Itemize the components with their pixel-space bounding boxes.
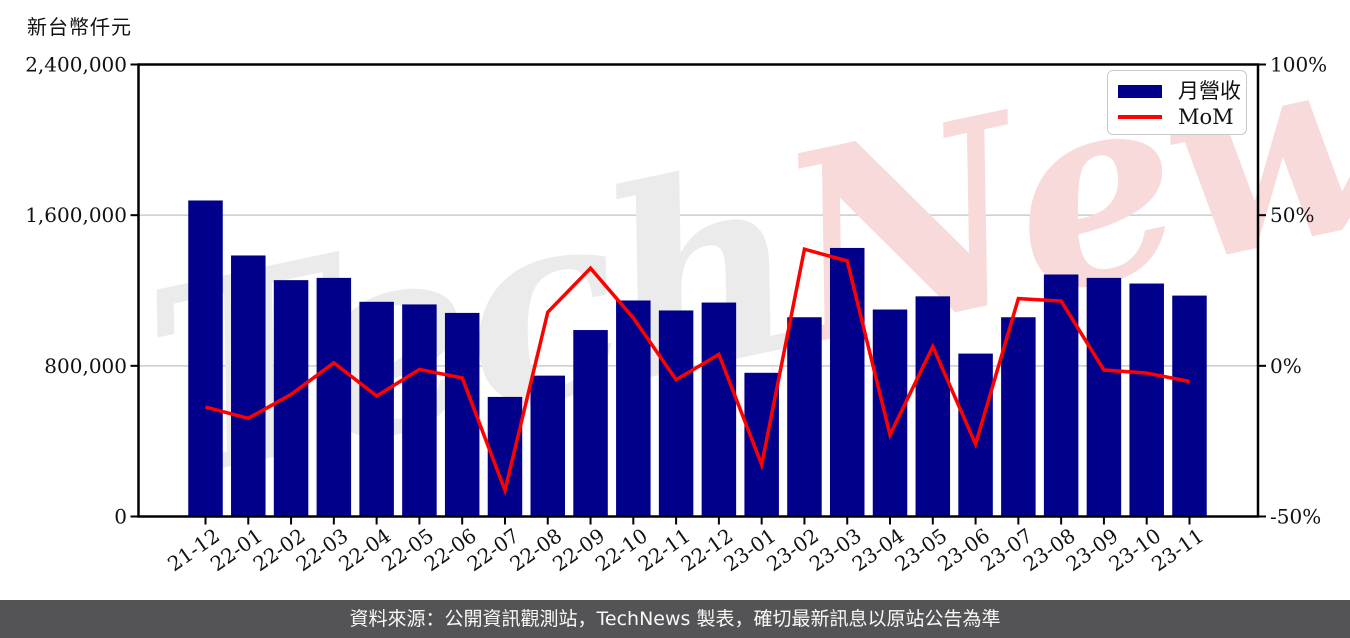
- right-tick-label: 0%: [1270, 354, 1302, 378]
- bar-22-04: [359, 301, 394, 517]
- legend-label-mom: MoM: [1178, 104, 1234, 129]
- bar-21-12: [188, 200, 223, 517]
- right-tick-label: 50%: [1270, 203, 1314, 227]
- legend-item-mom: MoM: [1118, 104, 1246, 130]
- chart-plot-area: TechNews0800,0001,600,0002,400,000-50%0%…: [25, 0, 1350, 576]
- bar-23-05: [915, 296, 951, 517]
- legend-bar-swatch-icon: [1118, 84, 1162, 98]
- bar-22-01: [231, 255, 266, 517]
- bar-22-02: [273, 280, 309, 517]
- legend-line-swatch-icon: [1118, 115, 1162, 119]
- left-tick-label: 2,400,000: [25, 53, 127, 77]
- bar-23-08: [1043, 274, 1079, 517]
- plot-border: [137, 63, 1260, 518]
- bar-23-10: [1129, 283, 1164, 517]
- left-tick-label: 1,600,000: [25, 203, 127, 227]
- bar-22-03: [316, 277, 352, 517]
- bar-22-12: [701, 302, 737, 517]
- bar-22-06: [444, 312, 480, 517]
- bar-23-02: [787, 317, 822, 517]
- bar-23-03: [829, 247, 865, 517]
- bar-23-07: [1001, 317, 1036, 517]
- left-tick-label: 0: [114, 505, 127, 529]
- y-axis-title: 新台幣仟元: [27, 15, 132, 39]
- bar-22-08: [530, 375, 566, 517]
- bar-22-09: [573, 330, 608, 517]
- mom-line: [205, 247, 1190, 497]
- bar-22-11: [658, 310, 694, 517]
- legend: 月營收 MoM: [1107, 70, 1247, 135]
- legend-item-monthly-revenue: 月營收: [1118, 78, 1246, 104]
- bar-22-05: [402, 304, 437, 517]
- left-tick-label: 800,000: [44, 354, 127, 378]
- bar-23-01: [744, 372, 779, 517]
- bar-23-11: [1172, 295, 1207, 517]
- bar-23-06: [958, 353, 993, 517]
- footer-source-note: 資料來源：公開資訊觀測站，TechNews 製表，確切最新訊息以原站公告為準: [0, 600, 1350, 638]
- right-tick-label: -50%: [1270, 505, 1321, 529]
- bar-23-09: [1086, 277, 1122, 517]
- right-tick-label: 100%: [1270, 53, 1327, 77]
- legend-label-monthly-revenue: 月營收: [1178, 78, 1241, 103]
